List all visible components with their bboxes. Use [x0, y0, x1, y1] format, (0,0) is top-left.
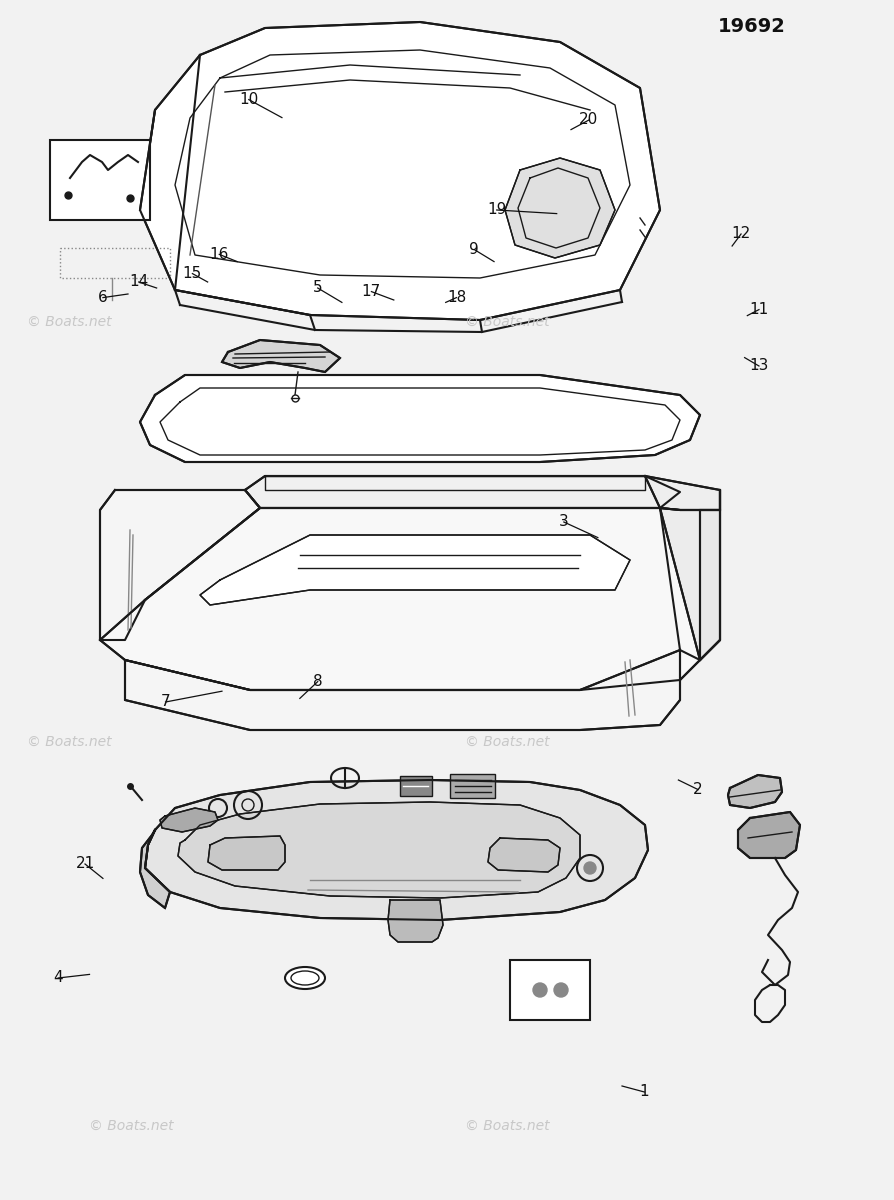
Text: 5: 5	[313, 281, 322, 295]
Text: 9: 9	[469, 242, 478, 257]
Text: © Boats.net: © Boats.net	[465, 1118, 550, 1133]
Polygon shape	[245, 476, 679, 508]
Polygon shape	[487, 838, 560, 872]
Polygon shape	[160, 808, 218, 832]
Text: © Boats.net: © Boats.net	[27, 734, 112, 749]
Text: 16: 16	[209, 247, 229, 262]
Polygon shape	[388, 900, 443, 942]
Polygon shape	[504, 158, 614, 258]
Text: 18: 18	[446, 290, 466, 305]
Text: 12: 12	[730, 227, 750, 241]
Bar	[50, 140, 150, 220]
Polygon shape	[139, 22, 659, 320]
Circle shape	[553, 983, 568, 997]
Bar	[60, 248, 170, 278]
Text: 7: 7	[161, 695, 170, 709]
Polygon shape	[125, 650, 679, 730]
Text: 20: 20	[578, 113, 598, 127]
Text: 10: 10	[239, 92, 258, 107]
Polygon shape	[199, 535, 629, 605]
Text: 1: 1	[639, 1085, 648, 1099]
Polygon shape	[222, 340, 340, 372]
Text: 11: 11	[748, 302, 768, 317]
Polygon shape	[139, 374, 699, 462]
Polygon shape	[659, 490, 719, 660]
Ellipse shape	[284, 967, 325, 989]
Bar	[450, 774, 494, 798]
Polygon shape	[645, 476, 719, 510]
Text: © Boats.net: © Boats.net	[465, 314, 550, 329]
Polygon shape	[178, 802, 579, 898]
Polygon shape	[100, 490, 260, 640]
Bar	[510, 960, 589, 1020]
Text: 8: 8	[313, 674, 322, 689]
Text: 4: 4	[54, 971, 63, 985]
Polygon shape	[738, 812, 799, 858]
Text: 13: 13	[748, 359, 768, 373]
Text: © Boats.net: © Boats.net	[89, 1118, 174, 1133]
Text: 3: 3	[559, 515, 568, 529]
Circle shape	[584, 862, 595, 874]
Polygon shape	[139, 830, 170, 908]
Text: 14: 14	[129, 275, 148, 289]
Polygon shape	[100, 508, 699, 690]
Text: © Boats.net: © Boats.net	[27, 314, 112, 329]
Text: 21: 21	[75, 857, 95, 871]
Text: 17: 17	[361, 284, 381, 299]
Text: 19: 19	[486, 203, 506, 217]
Polygon shape	[145, 780, 647, 920]
Text: 2: 2	[693, 782, 702, 797]
Bar	[400, 776, 432, 796]
Text: 19692: 19692	[717, 17, 785, 36]
Polygon shape	[207, 836, 284, 870]
Circle shape	[533, 983, 546, 997]
Polygon shape	[727, 775, 781, 808]
Polygon shape	[699, 510, 719, 660]
Text: 15: 15	[182, 266, 202, 281]
Text: © Boats.net: © Boats.net	[465, 734, 550, 749]
Text: 6: 6	[98, 290, 107, 305]
